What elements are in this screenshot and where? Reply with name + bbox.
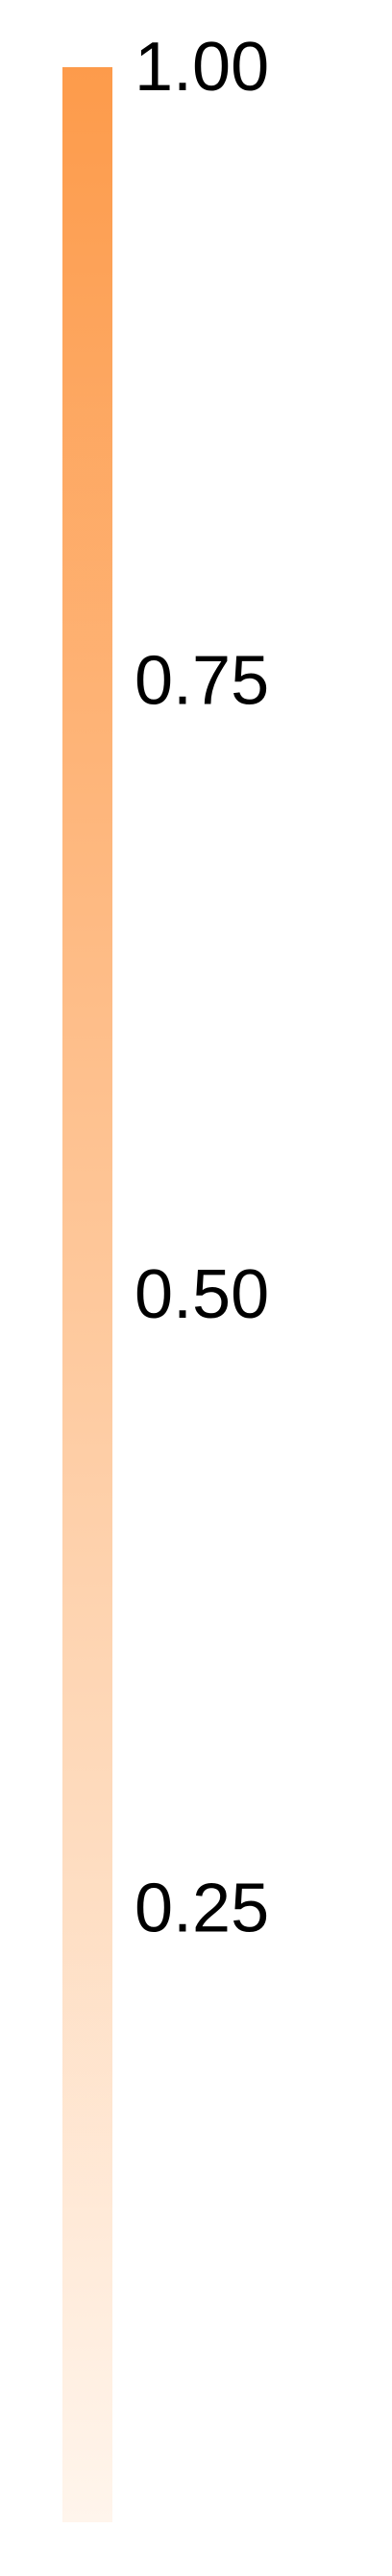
tick-label: 0.50 <box>135 1256 269 1333</box>
tick-label: 0.75 <box>135 643 269 720</box>
colorbar-gradient <box>62 67 112 2522</box>
tick-label: 1.00 <box>135 29 269 106</box>
colorbar-ticks: 1.00 0.75 0.50 0.25 <box>135 29 269 1947</box>
tick-label: 0.25 <box>135 1871 269 1947</box>
